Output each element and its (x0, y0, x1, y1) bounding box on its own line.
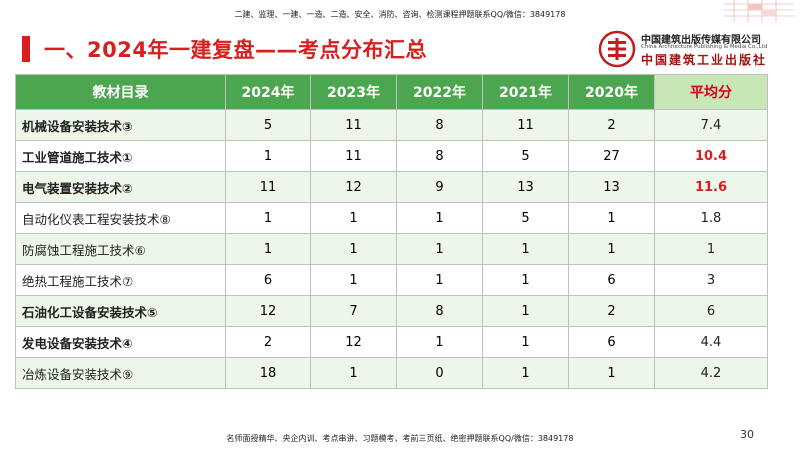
table-row: 石油化工设备安装技术⑤ 12 7 8 1 2 6 (15, 295, 768, 327)
score-2022: 8 (396, 295, 483, 327)
score-2020: 6 (568, 326, 655, 358)
score-2020: 1 (568, 233, 655, 265)
score-2024: 11 (225, 171, 311, 203)
score-2023: 11 (310, 109, 397, 141)
score-2023: 1 (310, 264, 397, 296)
score-2021: 5 (482, 202, 569, 234)
score-2021: 5 (482, 140, 569, 172)
course-name: 电气装置安装技术② (15, 171, 226, 203)
score-2023: 1 (310, 202, 397, 234)
score-2020: 27 (568, 140, 655, 172)
score-2024: 5 (225, 109, 311, 141)
score-2020: 6 (568, 264, 655, 296)
course-name: 绝热工程施工技术⑦ (15, 264, 226, 296)
footer-note: 名师面授精华、央企内训、考点串讲、习题模考、考前三页纸、绝密押题联系QQ/微信：… (226, 434, 574, 443)
average-score: 1 (654, 233, 768, 265)
score-2021: 1 (482, 264, 569, 296)
score-2022: 1 (396, 264, 483, 296)
course-name: 工业管道施工技术① (15, 140, 226, 172)
table-header-row: 教材目录 2024年 2023年 2022年 2021年 2020年 平均分 (15, 74, 768, 110)
exam-points-table: 教材目录 2024年 2023年 2022年 2021年 2020年 平均分 机… (15, 74, 768, 389)
score-2023: 7 (310, 295, 397, 327)
publisher-brand: 中国建筑工业出版社 (641, 53, 768, 67)
score-2024: 18 (225, 357, 311, 389)
score-2024: 1 (225, 202, 311, 234)
publisher-name-en: China Architecture Publishing & Media Co… (641, 44, 768, 50)
score-2022: 1 (396, 233, 483, 265)
score-2020: 1 (568, 357, 655, 389)
table-row: 自动化仪表工程安装技术⑧ 1 1 1 5 1 1.8 (15, 202, 768, 234)
table-row: 冶炼设备安装技术⑨ 18 1 0 1 1 4.2 (15, 357, 768, 389)
page-number: 30 (740, 428, 754, 441)
average-score: 10.4 (654, 140, 768, 172)
score-2023: 12 (310, 171, 397, 203)
average-score: 1.8 (654, 202, 768, 234)
score-2021: 11 (482, 109, 569, 141)
score-2024: 12 (225, 295, 311, 327)
score-2024: 2 (225, 326, 311, 358)
score-2022: 1 (396, 326, 483, 358)
course-name: 冶炼设备安装技术⑨ (15, 357, 226, 389)
score-2023: 1 (310, 233, 397, 265)
score-2023: 1 (310, 357, 397, 389)
score-2022: 1 (396, 202, 483, 234)
score-2021: 1 (482, 295, 569, 327)
course-name: 发电设备安装技术④ (15, 326, 226, 358)
score-2022: 8 (396, 140, 483, 172)
course-name: 石油化工设备安装技术⑤ (15, 295, 226, 327)
score-2024: 1 (225, 233, 311, 265)
score-2020: 13 (568, 171, 655, 203)
table-row: 机械设备安装技术③ 5 11 8 11 2 7.4 (15, 109, 768, 141)
score-2022: 9 (396, 171, 483, 203)
score-2022: 0 (396, 357, 483, 389)
grid-decoration (724, 0, 794, 22)
title-accent-bar (22, 36, 30, 62)
score-2021: 1 (482, 233, 569, 265)
course-name: 防腐蚀工程施工技术⑥ (15, 233, 226, 265)
score-2021: 13 (482, 171, 569, 203)
average-score: 3 (654, 264, 768, 296)
score-2021: 1 (482, 326, 569, 358)
average-score: 7.4 (654, 109, 768, 141)
score-2022: 8 (396, 109, 483, 141)
col-header-2020: 2020年 (568, 74, 655, 110)
publisher-name-cn: 中国建筑出版传媒有限公司 (641, 35, 761, 46)
table-row: 工业管道施工技术① 1 11 8 5 27 10.4 (15, 140, 768, 172)
publisher-emblem-icon (598, 30, 636, 68)
col-header-course: 教材目录 (15, 74, 226, 110)
table-row: 防腐蚀工程施工技术⑥ 1 1 1 1 1 1 (15, 233, 768, 265)
table-row: 绝热工程施工技术⑦ 6 1 1 1 6 3 (15, 264, 768, 296)
score-2021: 1 (482, 357, 569, 389)
course-name: 机械设备安装技术③ (15, 109, 226, 141)
average-score: 11.6 (654, 171, 768, 203)
score-2023: 12 (310, 326, 397, 358)
page-title: 一、2024年一建复盘——考点分布汇总 (44, 38, 427, 62)
score-2020: 1 (568, 202, 655, 234)
score-2020: 2 (568, 295, 655, 327)
score-2023: 11 (310, 140, 397, 172)
score-2024: 1 (225, 140, 311, 172)
table-row: 电气装置安装技术② 11 12 9 13 13 11.6 (15, 171, 768, 203)
average-score: 4.2 (654, 357, 768, 389)
col-header-2022: 2022年 (396, 74, 483, 110)
average-score: 6 (654, 295, 768, 327)
table-row: 发电设备安装技术④ 2 12 1 1 6 4.4 (15, 326, 768, 358)
col-header-2023: 2023年 (310, 74, 397, 110)
score-2020: 2 (568, 109, 655, 141)
col-header-2024: 2024年 (225, 74, 311, 110)
publisher-logo-block: 中国建筑出版传媒有限公司 China Architecture Publishi… (598, 30, 788, 68)
score-2024: 6 (225, 264, 311, 296)
col-header-average: 平均分 (654, 74, 768, 110)
average-score: 4.4 (654, 326, 768, 358)
header-note: 二建、监理、一建、一造、二造、安全、消防、咨询、检测课程押题联系QQ/微信：38… (234, 10, 566, 19)
course-name: 自动化仪表工程安装技术⑧ (15, 202, 226, 234)
col-header-2021: 2021年 (482, 74, 569, 110)
